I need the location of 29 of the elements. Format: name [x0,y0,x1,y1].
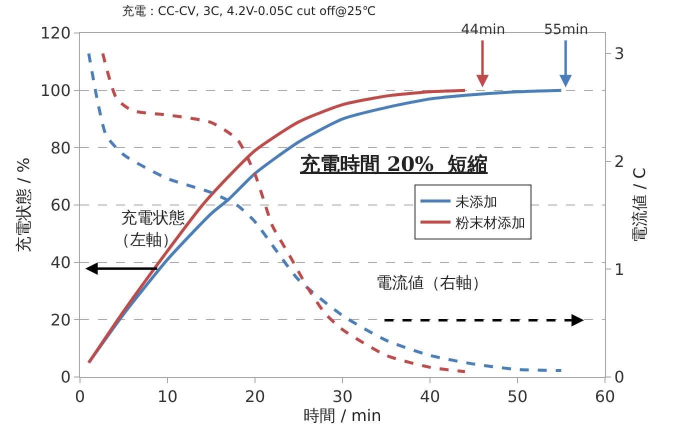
legend-label: 粉末材添加 [456,216,526,232]
x-tick-label: 20 [244,387,266,406]
annotation: 55min [544,22,588,38]
annotation: 充電状態 [121,208,185,227]
y-tick-label: 100 [40,80,71,100]
legend-label: 未添加 [456,194,498,210]
y-tick-label: 0 [60,368,71,387]
y-tick-label: 60 [50,196,71,215]
x-tick-label: 40 [420,387,440,406]
y2-tick-label: 3 [614,44,624,64]
x-tick-label: 0 [74,387,86,406]
y2-tick-label: 2 [614,152,624,171]
chart-title: 充電：CC-CV, 3C, 4.2V-0.05C cut off@25℃ [122,4,376,18]
y2-tick-label: 1 [614,260,624,279]
y2-tick-label: 0 [614,368,624,387]
x-tick-label: 60 [594,387,616,406]
x-axis-title: 時間 / min [304,406,382,426]
x-tick-label: 10 [157,387,178,406]
annotation: （左軸） [114,230,178,249]
y-tick-label: 80 [50,138,71,158]
x-tick-label: 50 [507,387,528,406]
y-tick-label: 40 [50,252,71,272]
y-tick-label: 120 [40,24,71,43]
y-axis-title: 充電状態 / % [14,158,34,252]
x-tick-label: 30 [332,387,353,406]
y-tick-label: 20 [50,310,71,330]
annotation: 電流値（右軸） [376,273,488,292]
y2-axis-title: 電流値 / C [630,168,650,242]
annotation: 44min [461,22,506,38]
